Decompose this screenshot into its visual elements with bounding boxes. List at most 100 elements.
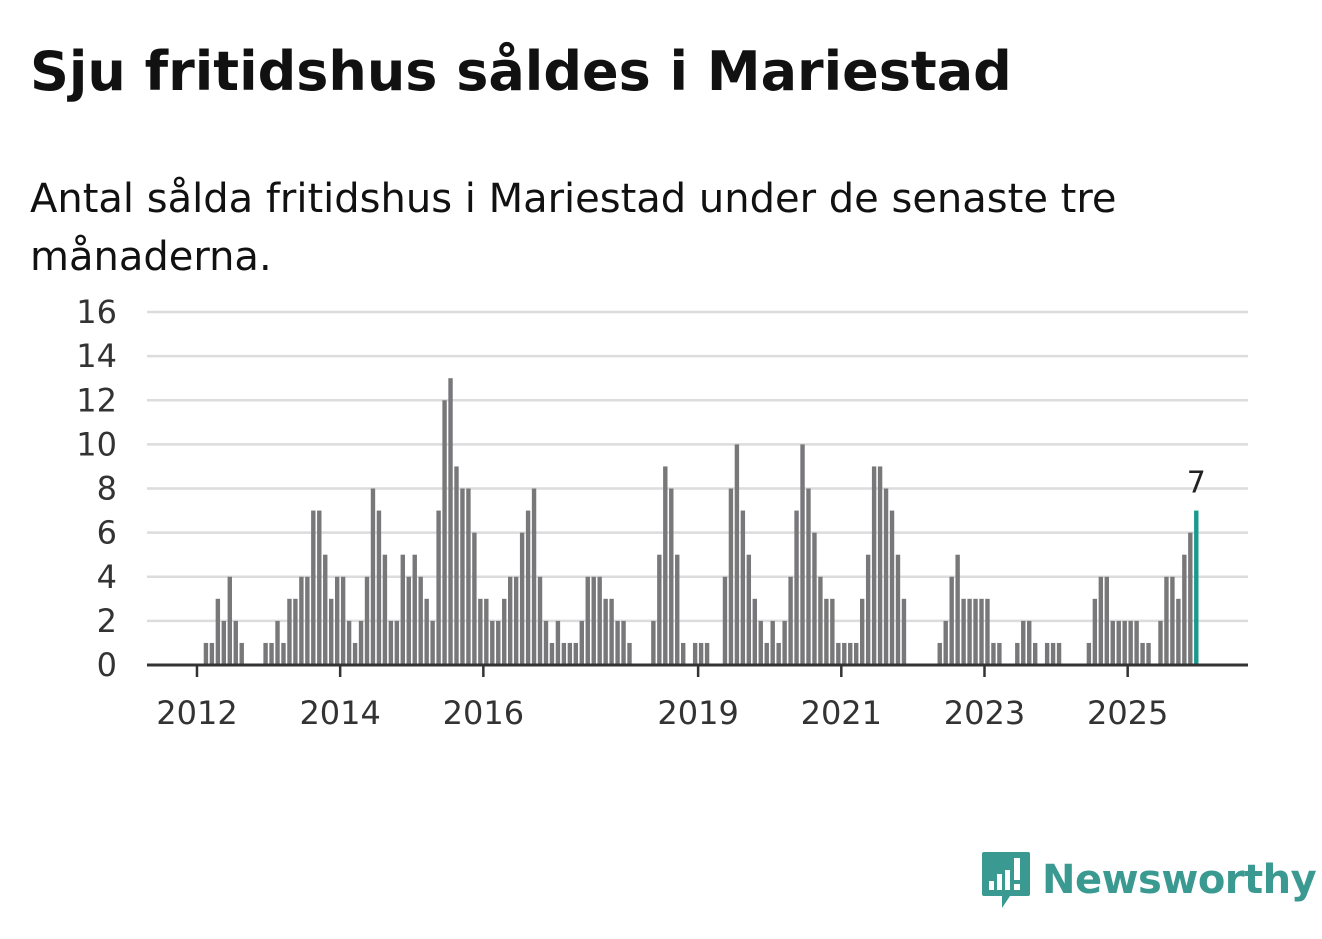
bar [519, 532, 525, 666]
bar [812, 532, 817, 666]
x-axis [147, 663, 1248, 677]
bar [603, 598, 608, 665]
bar [669, 488, 674, 665]
x-tick-label: 2023 [944, 694, 1025, 732]
bar [400, 554, 405, 665]
y-tick-label: 4 [97, 558, 117, 596]
bar [352, 642, 358, 665]
bar [1176, 598, 1181, 665]
bar [865, 554, 871, 665]
bar [740, 510, 746, 665]
bar [770, 620, 775, 666]
newsworthy-logo-icon [982, 852, 1030, 908]
bar [579, 620, 584, 666]
chart-title: Sju fritidshus såldes i Mariestad [30, 40, 1012, 103]
bar [627, 642, 632, 665]
bar [967, 598, 972, 665]
bar [979, 598, 984, 665]
bar [269, 642, 274, 665]
bar [567, 642, 573, 665]
x-tick-label: 2021 [801, 694, 882, 732]
annotations: 7 [1187, 466, 1206, 501]
bar [609, 598, 614, 665]
bar [484, 598, 489, 665]
x-tick-label: 2019 [657, 694, 738, 732]
x-tick-label: 2012 [156, 694, 237, 732]
bar [1110, 620, 1115, 666]
bar [1021, 620, 1026, 666]
bar [305, 576, 310, 665]
bar [406, 576, 411, 665]
bar [1050, 642, 1056, 665]
bar [663, 466, 668, 665]
bar [239, 642, 244, 665]
bar [1116, 620, 1121, 666]
bar [973, 598, 978, 665]
bar [752, 598, 757, 665]
bar [1140, 642, 1145, 665]
bar [597, 576, 602, 665]
y-tick-label: 6 [97, 514, 117, 552]
bar [293, 598, 298, 665]
bar [806, 488, 811, 665]
bar [227, 576, 232, 665]
bar [1134, 620, 1139, 666]
bar [311, 510, 316, 665]
bar [263, 642, 268, 665]
x-tick-label: 2025 [1087, 694, 1168, 732]
bar [949, 576, 954, 665]
bar [991, 642, 996, 665]
bar [1056, 642, 1062, 665]
bar [1182, 554, 1187, 665]
bar [776, 642, 781, 665]
bar [1128, 620, 1133, 666]
y-tick-label: 0 [97, 646, 117, 684]
bar [955, 554, 960, 665]
bar [376, 510, 382, 665]
bar [537, 576, 543, 665]
bar [997, 642, 1002, 665]
bar [704, 642, 710, 665]
bar [1170, 576, 1175, 665]
bar [1146, 642, 1151, 665]
bar [698, 642, 704, 665]
bars [203, 378, 1199, 666]
bar [502, 598, 507, 665]
bar [764, 642, 769, 665]
y-tick-label: 12 [76, 381, 117, 419]
x-axis-labels: 2012 2014 2016 2019 2021 2023 2025 [156, 694, 1168, 732]
bar-latest [1194, 510, 1199, 665]
bar [478, 598, 483, 665]
bar [692, 642, 698, 665]
bar [543, 620, 549, 666]
bar [513, 576, 519, 665]
bar [460, 488, 465, 665]
bar [1033, 642, 1038, 665]
bar [221, 620, 227, 666]
bar [836, 642, 841, 665]
bar [412, 554, 417, 665]
bar [549, 642, 555, 665]
bar [734, 444, 740, 666]
bar [346, 620, 352, 666]
bar [985, 598, 990, 665]
bar [824, 598, 829, 665]
bar [830, 598, 835, 665]
bar [466, 488, 471, 665]
bar [215, 598, 221, 665]
bar [436, 510, 441, 665]
y-axis-labels: 0 2 4 6 8 10 12 14 16 [76, 293, 117, 684]
bar [842, 642, 847, 665]
bar [883, 488, 889, 665]
bar [561, 642, 567, 665]
bar [323, 554, 328, 665]
bar [854, 642, 859, 665]
bar [490, 620, 495, 666]
latest-value-label: 7 [1187, 466, 1206, 501]
bar [901, 598, 907, 665]
bar [728, 488, 734, 665]
bar [233, 620, 238, 666]
bar [1188, 532, 1193, 666]
bar [1044, 642, 1050, 665]
y-tick-label: 10 [76, 425, 117, 463]
